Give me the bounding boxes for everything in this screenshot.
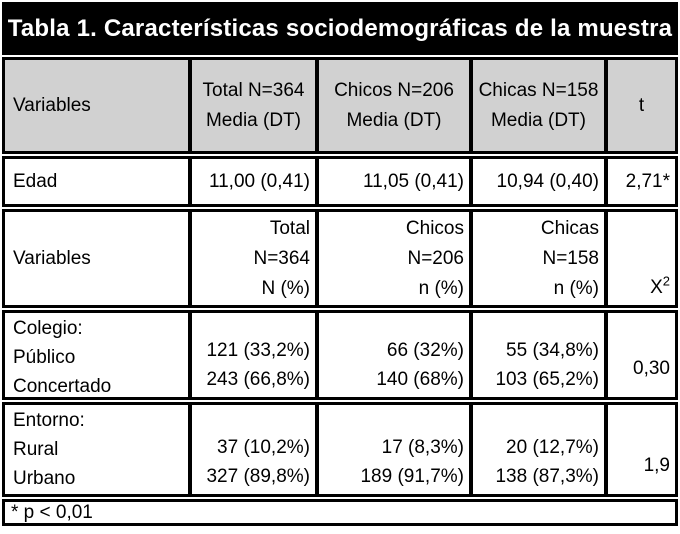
col-header-chicas: Chicas N=158 Media (DT) xyxy=(469,60,604,151)
footnote-text: * p < 0,01 xyxy=(11,501,93,523)
col-header-total: Total N=364 Media (DT) xyxy=(188,60,315,151)
col-header-chicas-line1: Chicas N=158 xyxy=(478,79,599,101)
col-header-chicos: Chicos N=206 Media (DT) xyxy=(315,60,469,151)
colegio-concertado-label: Concertado xyxy=(13,376,112,397)
col-header-t-label: t xyxy=(638,95,645,116)
col-header-total-line1: Total N=364 xyxy=(202,79,305,101)
table-title-bar: Tabla 1. Características sociodemográfic… xyxy=(2,2,678,55)
colegio-total-values: 121 (33,2%) 243 (66,8%) xyxy=(188,313,315,397)
colegio-chicas-values: 55 (34,8%) 103 (65,2%) xyxy=(469,313,604,397)
col-header2-total: Total N=364 N (%) xyxy=(188,212,315,305)
entorno-total-values: 37 (10,2%) 327 (89,8%) xyxy=(188,405,315,494)
header-row-n: Variables Total N=364 N (%) Chicos N=206… xyxy=(2,209,678,308)
entorno-label: Entorno: xyxy=(13,410,85,431)
col-header2-chi: X2 xyxy=(604,212,675,305)
col-header-total-line2: Media (DT) xyxy=(205,109,301,131)
colegio-label: Colegio: xyxy=(13,318,83,339)
edad-chicas-value: 10,94 (0,40) xyxy=(469,159,604,204)
col-header-variables: Variables xyxy=(5,60,188,151)
edad-total-value: 11,00 (0,41) xyxy=(188,159,315,204)
col-header-chicas-line2: Media (DT) xyxy=(490,109,586,131)
colegio-row-labels: Colegio: Público Concertado xyxy=(5,313,188,397)
col-header2-variables: Variables xyxy=(13,248,91,269)
edad-row-label: Edad xyxy=(13,171,58,192)
colegio-chicos-values: 66 (32%) 140 (68%) xyxy=(315,313,469,397)
col-header2-chicos: Chicos N=206 n (%) xyxy=(315,212,469,305)
colegio-row: Colegio: Público Concertado 121 (33,2%) … xyxy=(2,310,678,400)
footnote-row: * p < 0,01 xyxy=(2,499,678,526)
entorno-urbano-label: Urbano xyxy=(13,468,76,489)
edad-t-value: 2,71* xyxy=(604,159,675,204)
col-header-t: t xyxy=(604,60,675,151)
entorno-row-labels: Entorno: Rural Urbano xyxy=(5,405,188,494)
edad-row: Edad 11,00 (0,41) 11,05 (0,41) 10,94 (0,… xyxy=(2,156,678,207)
colegio-publico-label: Público xyxy=(13,347,76,368)
col-header-chicos-line1: Chicos N=206 xyxy=(334,79,454,101)
table-title: Tabla 1. Características sociodemográfic… xyxy=(7,14,673,42)
edad-chicos-value: 11,05 (0,41) xyxy=(315,159,469,204)
entorno-rural-label: Rural xyxy=(13,439,59,460)
col-header-chicos-line2: Media (DT) xyxy=(346,109,442,131)
entorno-chi-value: 1,9 xyxy=(604,405,675,494)
col-header2-chicas: Chicas N=158 n (%) xyxy=(469,212,604,305)
header-row-media: Variables Total N=364 Media (DT) Chicos … xyxy=(2,57,678,154)
colegio-chi-value: 0,30 xyxy=(604,313,675,397)
entorno-chicos-values: 17 (8,3%) 189 (91,7%) xyxy=(315,405,469,494)
entorno-row: Entorno: Rural Urbano 37 (10,2%) 327 (89… xyxy=(2,402,678,497)
entorno-chicas-values: 20 (12,7%) 138 (87,3%) xyxy=(469,405,604,494)
chi-squared-label: X2 xyxy=(650,273,670,298)
col-header-variables-label: Variables xyxy=(13,95,91,116)
